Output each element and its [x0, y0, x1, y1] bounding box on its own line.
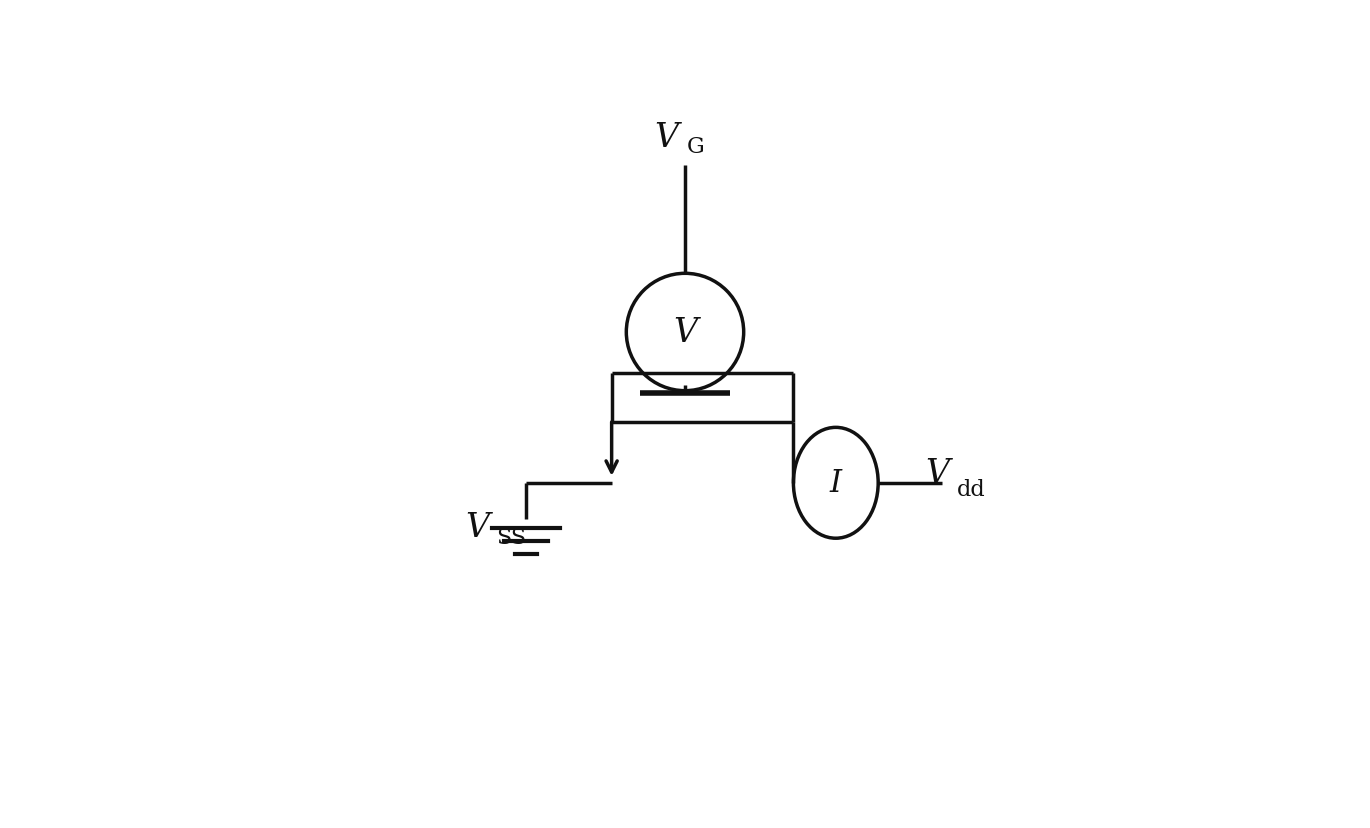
- Text: I: I: [830, 468, 841, 498]
- Text: V: V: [926, 457, 949, 489]
- Text: dd: dd: [956, 479, 985, 501]
- Text: V: V: [466, 512, 489, 544]
- Text: SS: SS: [496, 527, 526, 548]
- Text: V: V: [673, 316, 697, 349]
- Text: V: V: [655, 122, 678, 153]
- Text: G: G: [686, 136, 704, 157]
